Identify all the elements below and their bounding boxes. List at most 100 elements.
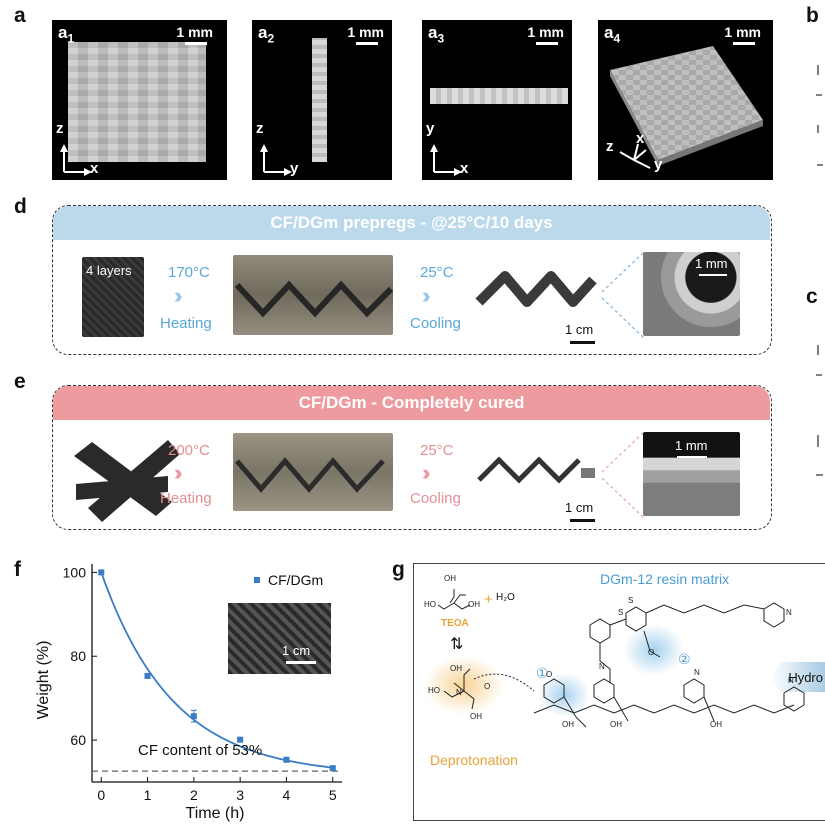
image-label-a1: a1 (58, 23, 75, 46)
scale-bar-label: 1 mm (724, 24, 761, 40)
scale-bar (185, 42, 207, 45)
hydrolysis-label: Hydro (788, 669, 823, 685)
image-label-a4: a4 (604, 23, 621, 46)
svg-text:S: S (618, 608, 623, 617)
legend-label: CF/DGm (268, 572, 324, 588)
svg-text:OH: OH (468, 600, 480, 609)
cross-section-micrograph: 1 mm (643, 432, 740, 516)
micro-ct-xz-image: a1 1 mm z x (52, 20, 227, 180)
scale-bar (570, 519, 595, 522)
x-tick-label: 4 (283, 787, 291, 803)
scale-bar (733, 42, 755, 45)
panel-label-e: e (14, 370, 26, 393)
chevron-arrow-icon: ›› (422, 460, 430, 485)
weight-vs-time-chart: Weight (%) Time (h) 0 1 2 3 4 5 60 80 100 (35, 564, 342, 822)
scale-bar (356, 42, 378, 45)
svg-text:O: O (546, 670, 552, 679)
svg-text:OH: OH (710, 720, 722, 729)
scale-bar (570, 341, 595, 344)
scale-bar-label: 1 mm (176, 24, 213, 40)
y-tick-label: 60 (70, 732, 86, 748)
micro-ct-yz-image: a2 1 mm z y (252, 20, 392, 180)
chart-legend: CF/DGm (254, 572, 323, 588)
x-tick-label: 5 (329, 787, 337, 803)
teoa-label: TEOA (441, 618, 469, 629)
scale-bar-label: 1 cm (565, 322, 594, 337)
svg-text:N: N (788, 676, 794, 685)
scale-bar-label: 1 mm (675, 438, 708, 453)
axis-label-horizontal: x (460, 160, 469, 177)
data-point (190, 713, 197, 720)
scale-bar-label: 1 mm (695, 256, 728, 271)
svg-text:HO: HO (428, 686, 440, 695)
reference-line-label: CF content of 53% (138, 742, 263, 759)
x-tick-label: 0 (97, 787, 105, 803)
scale-bar (699, 274, 727, 276)
zigzag-sample (234, 280, 394, 318)
axis-label-horizontal: x (90, 160, 99, 177)
3d-volume-render (610, 46, 763, 166)
plus-sign: + (484, 591, 493, 608)
svg-text:OH: OH (610, 720, 622, 729)
y-axis-label: Weight (%) (35, 641, 52, 720)
panel-label-d: d (14, 195, 27, 218)
panel-e-box (52, 385, 772, 530)
panel-e-banner: CF/DGm - Completely cured (53, 386, 770, 420)
axis-arrows-icon (430, 144, 462, 176)
scale-bar-label: 1 mm (347, 24, 384, 40)
legend-marker (254, 577, 260, 583)
scale-bar (677, 456, 707, 458)
woven-fabric-xz (68, 42, 206, 162)
svg-text:OH: OH (450, 664, 462, 673)
cooling-temperature: 25°C (420, 442, 454, 459)
axis-label-vertical: z (56, 120, 64, 137)
x-tick-label: 3 (236, 787, 244, 803)
image-label-a2: a2 (258, 23, 275, 46)
axis-label-z: z (606, 138, 614, 155)
mold-photo (233, 433, 393, 511)
panel-g-frame (413, 563, 825, 821)
svg-text:O: O (648, 648, 654, 657)
cross-section-micrograph: 1 mm (643, 252, 740, 336)
prepreg-sample-photo: 4 layers (82, 257, 144, 337)
svg-text:N: N (786, 608, 792, 617)
svg-text:N: N (456, 688, 462, 697)
chevron-arrow-icon: ›› (422, 283, 430, 308)
cross-section-strip (430, 88, 568, 104)
resin-matrix-title: DGm-12 resin matrix (600, 571, 730, 587)
hydrolysis-arrow: Hydro (770, 662, 825, 692)
panel-d-banner: CF/DGm prepregs - @25°C/10 days (53, 206, 770, 240)
chevron-arrow-icon: ›› (174, 460, 182, 485)
zoom-lines (601, 431, 645, 519)
fit-curve (100, 572, 333, 769)
svg-text:O: O (484, 682, 490, 691)
micro-ct-xy-image: a3 1 mm y x (422, 20, 572, 180)
cooling-label: Cooling (410, 315, 461, 332)
svg-text:HO: HO (424, 600, 436, 609)
cured-zigzag-sample (477, 456, 595, 484)
svg-text:OH: OH (562, 720, 574, 729)
panel-label-b: b (806, 4, 819, 27)
data-point (237, 736, 244, 743)
cured-crossed-strips-photo (74, 440, 180, 522)
data-point (98, 569, 105, 576)
micro-ct-3d-image: a4 1 mm z x y (598, 20, 773, 180)
svg-text:OH: OH (444, 574, 456, 583)
axis-arrows-icon (60, 144, 92, 176)
zoom-lines (601, 251, 645, 339)
scale-bar (536, 42, 558, 45)
x-axis-label: Time (h) (186, 805, 245, 822)
equilibrium-arrow: ⇅ (450, 636, 464, 653)
svg-text:N: N (694, 668, 700, 677)
water-label: H₂O (496, 592, 515, 603)
svg-text:N: N (599, 662, 605, 671)
heating-temperature: 200°C (168, 442, 210, 459)
axis-arrows-icon (260, 144, 292, 176)
axis-label-vertical: y (426, 120, 435, 137)
mold-photo (233, 255, 394, 335)
3d-axis-arrows-icon (619, 143, 651, 169)
heating-temperature: 170°C (168, 264, 210, 281)
data-point (144, 672, 151, 679)
cross-section-strip (312, 38, 327, 162)
image-label-a3: a3 (428, 23, 445, 46)
